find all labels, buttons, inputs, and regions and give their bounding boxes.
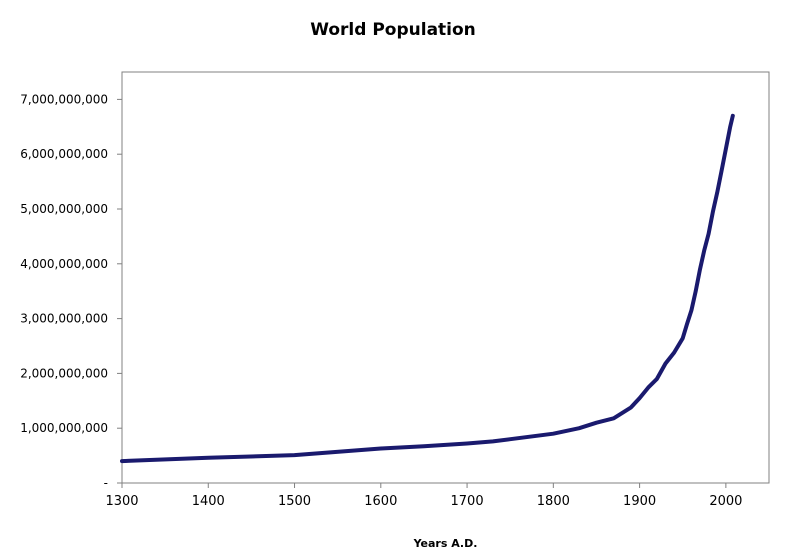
y-tick-label: 4,000,000,000: [20, 257, 108, 271]
x-axis-label: Years A.D.: [413, 537, 478, 550]
series-layer: [120, 113, 735, 464]
y-tick-label: -: [104, 476, 108, 490]
x-tick-label: 1700: [451, 494, 484, 509]
y-tick-label: 7,000,000,000: [20, 92, 108, 106]
y-tick-label: 6,000,000,000: [20, 147, 108, 161]
x-tick-label: 1300: [105, 494, 138, 509]
y-tick-label: 5,000,000,000: [20, 202, 108, 216]
chart-title: World Population: [310, 20, 476, 40]
y-axis-ticks: - 1,000,000,000 2,000,000,000 3,000,000,000…: [20, 92, 122, 490]
x-tick-label: 1800: [537, 494, 570, 509]
x-tick-label: 2000: [709, 494, 742, 509]
y-tick-label: 3,000,000,000: [20, 312, 108, 326]
x-axis-ticks: 1300 1400 1500 1600 1700 1800 1900 2000: [105, 483, 742, 509]
x-tick-label: 1500: [278, 494, 311, 509]
x-tick-label: 1600: [364, 494, 397, 509]
population-series-line: [120, 113, 735, 464]
x-tick-label: 1900: [623, 494, 656, 509]
plot-area-frame: [121, 71, 770, 484]
x-tick-label: 1400: [192, 494, 225, 509]
y-tick-label: 1,000,000,000: [20, 421, 108, 435]
y-tick-label: 2,000,000,000: [20, 366, 108, 380]
